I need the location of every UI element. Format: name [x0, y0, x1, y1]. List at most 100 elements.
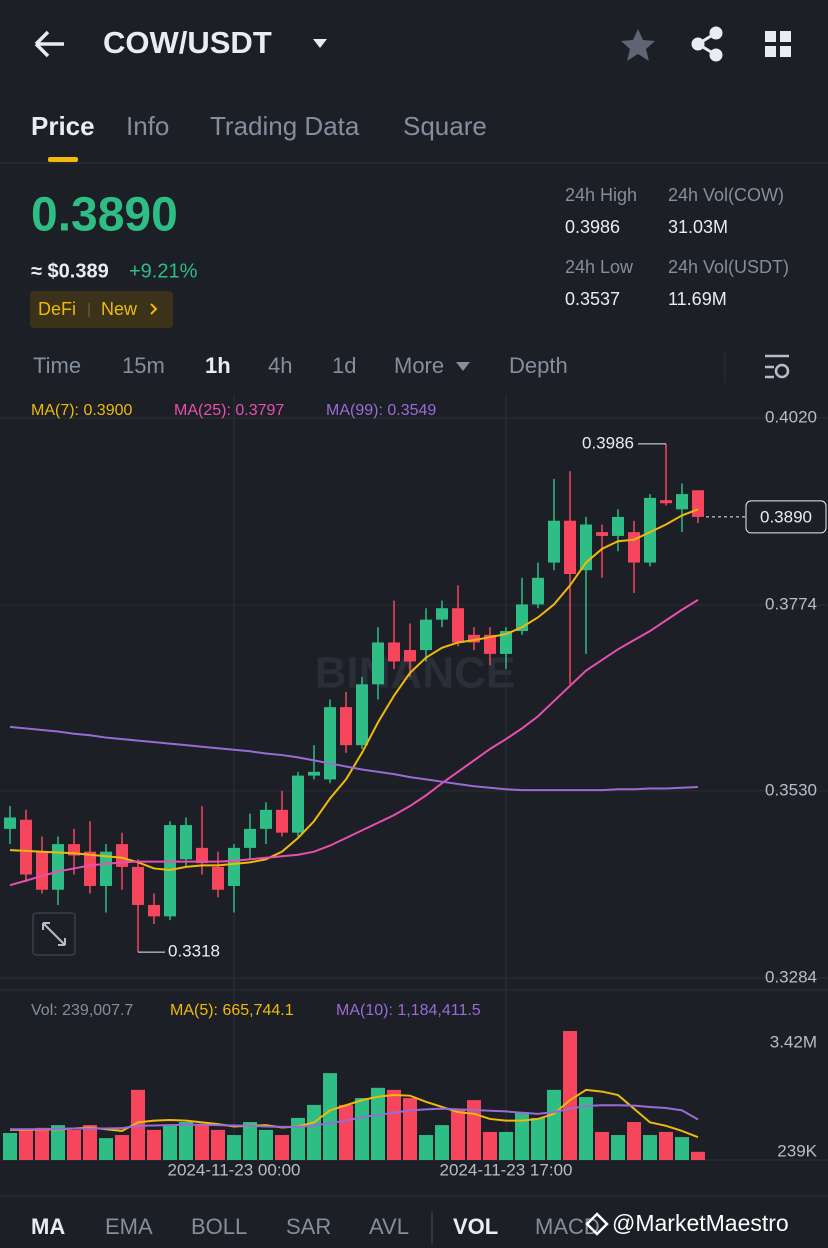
candle-body	[196, 847, 208, 864]
interval[interactable]: More	[394, 353, 444, 378]
stat-value: 31.03M	[668, 217, 728, 237]
tag[interactable]: New	[101, 299, 138, 319]
indicator-tab[interactable]: SAR	[286, 1214, 331, 1239]
share-icon[interactable]	[691, 26, 723, 62]
y-tick-label: 0.3530	[765, 780, 817, 799]
legend-entry: MA(25): 0.3797	[174, 402, 284, 419]
symbol[interactable]: COW/USDT	[103, 25, 272, 60]
ma-line	[9, 598, 699, 887]
volume-bar	[659, 1131, 673, 1160]
volume-bar	[371, 1087, 385, 1160]
interval[interactable]: 1d	[332, 353, 356, 378]
stat-label: 24h Vol(COW)	[668, 185, 784, 205]
candle-body	[452, 608, 464, 643]
candle-body	[564, 520, 576, 574]
x-tick-label: 2024-11-23 17:00	[440, 1160, 573, 1179]
ma-line	[9, 508, 699, 871]
interval[interactable]: 1h	[205, 353, 231, 378]
volume-bar	[515, 1112, 529, 1160]
tab-indicator	[48, 157, 78, 162]
volume-bar	[179, 1122, 193, 1160]
stat-value: 0.3986	[565, 217, 620, 237]
more-caret	[456, 362, 470, 371]
volume-bar	[227, 1135, 241, 1160]
y-tick-label: 3.42M	[770, 1032, 817, 1051]
volume-bar	[355, 1098, 369, 1160]
candle-body	[276, 809, 288, 833]
watermark-icon	[585, 1212, 609, 1236]
volume-bar	[579, 1097, 593, 1160]
grid-icon[interactable]	[765, 31, 791, 57]
volume-bar	[643, 1135, 657, 1160]
volume-bar	[83, 1125, 97, 1160]
interval[interactable]: Depth	[509, 353, 568, 378]
last-price: 0.3890	[31, 189, 178, 242]
candle-body	[260, 809, 272, 829]
candle-body	[180, 825, 192, 860]
legend-entry: MA(5): 665,744.1	[170, 1002, 294, 1019]
candle-body	[484, 634, 496, 654]
tab[interactable]: Square	[403, 111, 487, 141]
volume-bar	[291, 1117, 305, 1160]
volume-bar	[19, 1129, 33, 1160]
volume-bar	[99, 1138, 113, 1160]
candle-body	[36, 851, 48, 890]
indicator-tab[interactable]: BOLL	[191, 1214, 247, 1239]
y-tick-label: 0.3774	[765, 595, 817, 614]
indicator-tab[interactable]: MA	[31, 1214, 65, 1239]
tab[interactable]: Trading Data	[210, 111, 360, 141]
low-label: 0.3318	[168, 942, 220, 961]
candle-body	[84, 851, 96, 886]
y-tick-label: 0.4020	[765, 407, 817, 426]
ma-line	[9, 725, 699, 792]
indicator-tab[interactable]: AVL	[369, 1214, 409, 1239]
tab[interactable]: Info	[126, 111, 169, 141]
candle-body	[596, 532, 608, 536]
chart-settings-icon[interactable]	[765, 354, 790, 379]
tag-arrow	[150, 303, 158, 315]
candle-body	[308, 771, 320, 776]
tab[interactable]: Price	[31, 111, 95, 141]
tag-box[interactable]	[30, 291, 173, 328]
volume-bar	[499, 1131, 513, 1160]
legend-entry: MA(10): 1,184,411.5	[336, 1002, 481, 1019]
symbol-caret[interactable]	[313, 39, 327, 48]
candle-body	[132, 866, 144, 905]
candle-body	[500, 631, 512, 654]
volume-bar	[483, 1131, 497, 1160]
legend-entry: Vol: 239,007.7	[31, 1002, 133, 1019]
candle-body	[244, 828, 256, 848]
interval[interactable]: 4h	[268, 353, 292, 378]
expand-button[interactable]	[32, 912, 76, 956]
interval[interactable]: Time	[33, 353, 81, 378]
indicator-tab[interactable]: EMA	[105, 1214, 153, 1239]
volume-bar	[67, 1129, 81, 1160]
watermark: @MarketMaestro	[612, 1210, 789, 1236]
volume-bar	[307, 1104, 321, 1160]
tag[interactable]: DeFi	[38, 299, 76, 319]
candle-body	[660, 500, 672, 504]
volume-bar	[387, 1089, 401, 1160]
volume-bar	[627, 1122, 641, 1160]
interval[interactable]: 15m	[122, 353, 165, 378]
candle-body	[692, 490, 704, 517]
back-icon[interactable]	[34, 30, 64, 58]
favorite-icon[interactable]	[621, 29, 655, 61]
indicator-tab[interactable]: VOL	[453, 1214, 498, 1239]
candle-body	[612, 516, 624, 536]
volume-bar	[147, 1129, 161, 1160]
volume-bar	[323, 1073, 337, 1160]
volume-bar	[163, 1125, 177, 1160]
high-label: 0.3986	[582, 433, 634, 452]
volume-bar	[419, 1135, 433, 1160]
volume-ma-line	[10, 1104, 699, 1131]
stat-label: 24h Vol(USDT)	[668, 257, 789, 277]
volume-bar	[243, 1122, 257, 1160]
expand-icon	[42, 922, 66, 946]
x-tick-label: 2024-11-23 00:00	[168, 1160, 301, 1179]
candle-body	[68, 844, 80, 856]
legend-entry: MA(7): 0.3900	[31, 402, 132, 419]
volume-bar	[259, 1129, 273, 1160]
volume-bar	[35, 1127, 49, 1160]
y-tick-label: 0.3284	[765, 967, 817, 986]
